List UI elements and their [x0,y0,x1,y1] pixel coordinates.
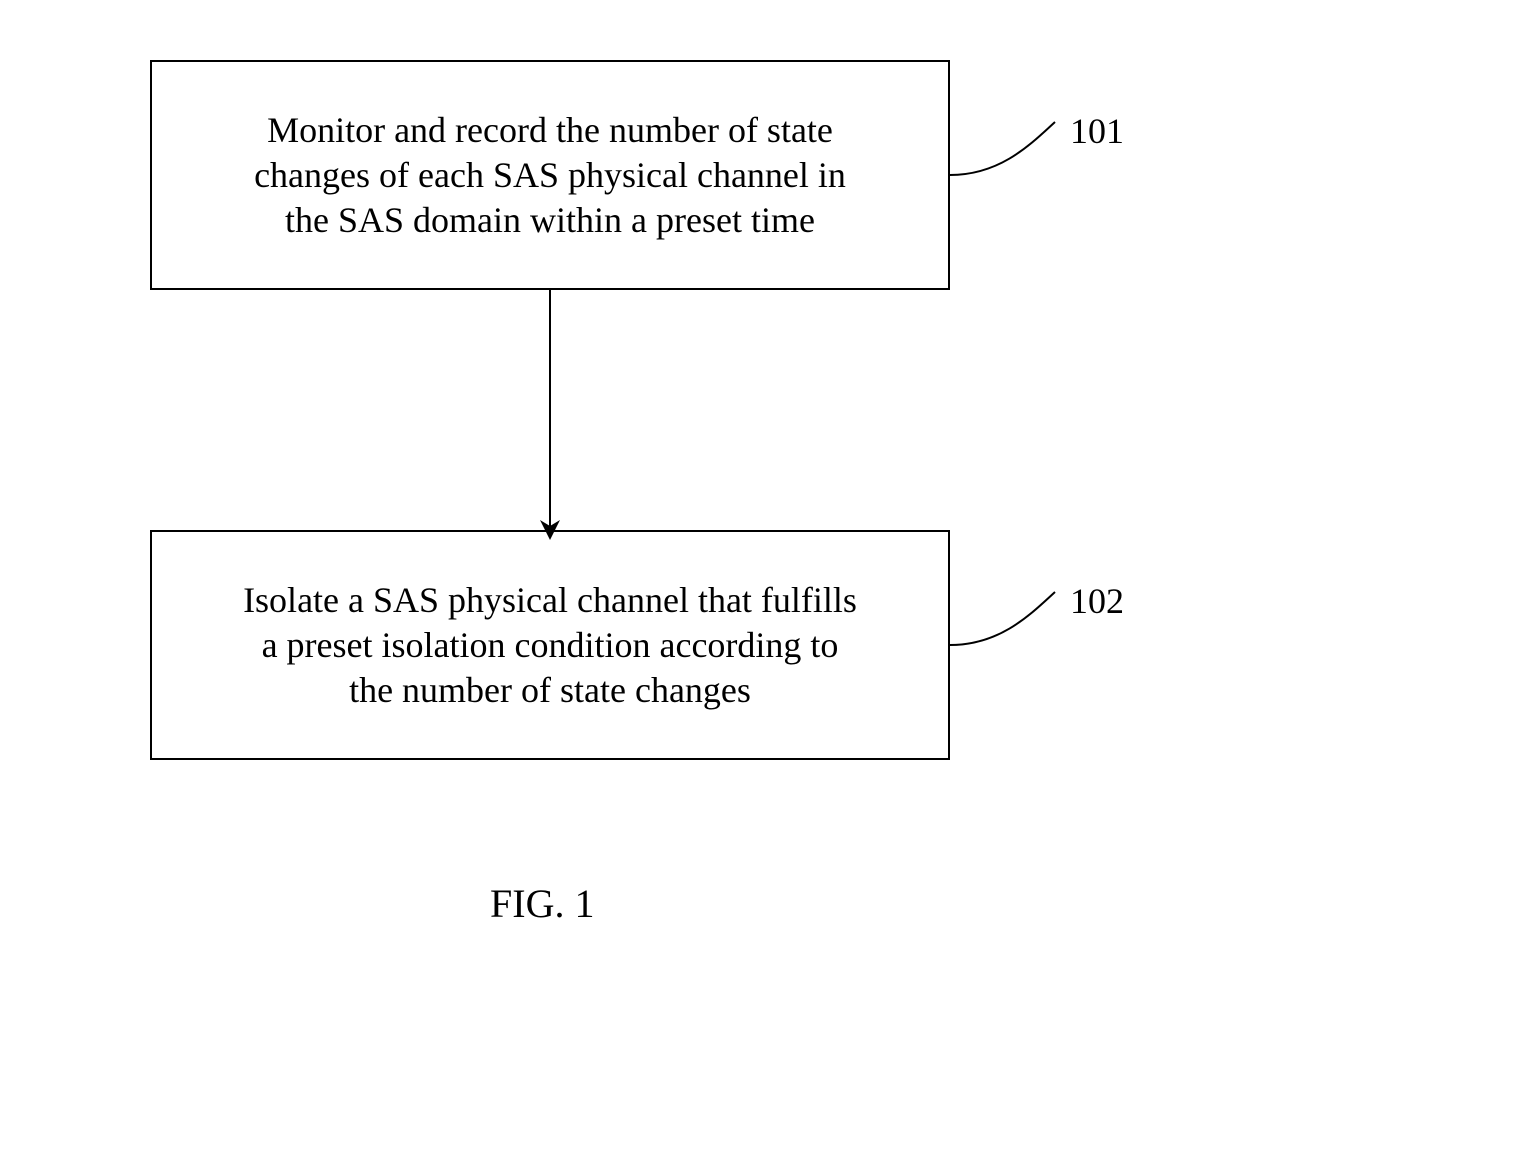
flowchart-canvas: Monitor and record the number of state c… [0,0,1521,1151]
flow-node-102: Isolate a SAS physical channel that fulf… [150,530,950,760]
flow-node-102-text: Isolate a SAS physical channel that fulf… [243,578,857,713]
flow-node-101: Monitor and record the number of state c… [150,60,950,290]
connector-101 [950,122,1055,175]
connector-102 [950,592,1055,645]
ref-label-102: 102 [1070,580,1124,622]
figure-label: FIG. 1 [490,880,594,927]
flow-node-101-text: Monitor and record the number of state c… [254,108,846,243]
ref-label-101: 101 [1070,110,1124,152]
